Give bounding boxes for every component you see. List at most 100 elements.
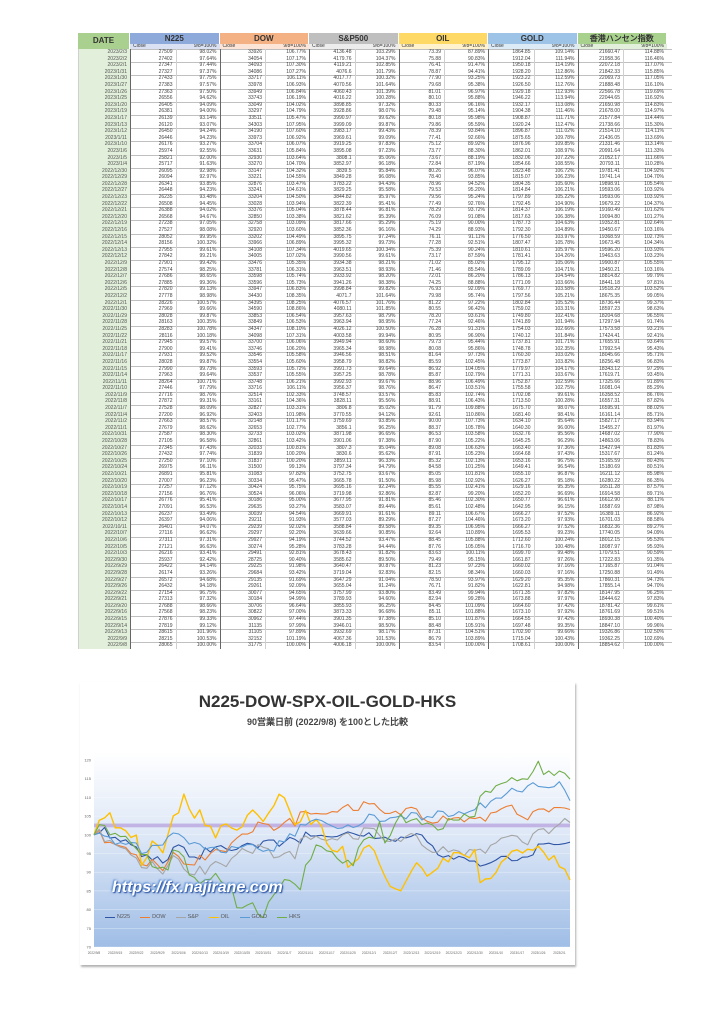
pct-cell: 100.78% (175, 325, 220, 333)
close-cell: 21514.10 (577, 128, 624, 135)
date-cell: 2022/10/24 (78, 464, 130, 471)
date-cell: 2022/10/20 (78, 477, 130, 485)
close-cell: 3821.62 (309, 213, 355, 221)
pct-cell: 103.52% (623, 286, 667, 293)
close-cell: 3678.43 (309, 550, 355, 557)
close-cell: 1810.61 (488, 246, 534, 254)
close-cell: 34395 (219, 299, 266, 307)
pct-cell: 92.46% (444, 319, 488, 326)
close-cell: 4019.65 (309, 246, 355, 254)
table-row: 2022/12/13 27955 99.61% 34108 107.34% 4019.65… (78, 246, 672, 254)
pct-cell: 94.60% (354, 596, 399, 603)
date-cell: 2022/12/16 (78, 227, 130, 234)
table-row: 2023/1/25 26556 94.62% 33743 106.19% 4016.22 1… (78, 95, 672, 102)
pct-cell: 93.07% (175, 121, 220, 129)
pct-cell: 95.24% (444, 194, 488, 201)
pct-cell: 96.81% (354, 207, 399, 214)
close-cell: 1740.12 (488, 332, 534, 340)
date-cell: 2022/12/9 (78, 260, 130, 267)
pct-cell: 87.98% (623, 503, 667, 511)
pct-cell: 108.10% (265, 325, 309, 333)
close-cell: 21958.36 (577, 55, 624, 63)
close-cell: 82.94 (398, 596, 445, 603)
close-cell: 21842.33 (577, 68, 624, 76)
pct-cell: 91.35% (623, 556, 667, 564)
header-row-groups: N225 DOW S&P500 OIL GOLD 香港ハンセン指数 (130, 33, 672, 44)
close-cell: 26556 (130, 95, 176, 102)
pct-cell: 92.02% (265, 523, 309, 531)
close-cell: 1912.04 (488, 55, 534, 63)
close-cell: 85.05 (398, 471, 445, 478)
close-cell: 27313 (130, 596, 176, 603)
close-cell: 77.90 (398, 75, 445, 82)
table-row: 2023/1/6 25974 92.55% 33631 105.84% 3895.08 97… (78, 147, 672, 155)
pct-cell: 99.12% (175, 622, 220, 630)
close-cell: 33926 (219, 49, 266, 56)
close-cell: 33476 (219, 260, 266, 267)
pct-cell: 106.43% (444, 398, 488, 406)
pct-cell: 100.00% (265, 642, 309, 650)
close-cell: 1928.20 (488, 68, 534, 76)
close-cell: 28065 (130, 642, 176, 650)
pct-cell: 88.11% (623, 497, 667, 504)
pct-cell: 80.51% (623, 464, 667, 471)
table-row: 2022/11/25 28283 100.78% 34347 108.10% 4026.1… (78, 325, 672, 333)
pct-cell: 101.64% (354, 81, 399, 89)
close-cell: 80.18 (398, 114, 445, 122)
close-cell: 25821 (130, 154, 176, 162)
date-cell: 2022/11/30 (78, 306, 130, 313)
close-cell: 1653.16 (488, 457, 534, 465)
close-cell: 4017.77 (309, 75, 355, 82)
date-header: DATE (78, 33, 130, 49)
date-cell: 2023/2/1 (78, 62, 130, 69)
pct-cell: 92.98% (175, 167, 220, 175)
pct-cell: 96.16% (444, 101, 488, 109)
close-cell: 3783.22 (309, 180, 355, 188)
pct-cell: 98.50% (354, 622, 399, 630)
pct-cell: 105.73% (265, 279, 309, 287)
pct-cell: 97.74% (175, 451, 220, 458)
pct-cell: 114.88% (623, 49, 667, 56)
pct-cell: 94.79% (354, 464, 399, 471)
close-cell: 88.48 (398, 622, 445, 630)
table-row: 2022/12/15 28052 99.95% 33202 104.49% 3895.75… (78, 233, 672, 241)
close-cell: 16832.36 (577, 523, 624, 531)
pct-cell: 102.64% (623, 220, 667, 228)
y-tick-label: 120 (84, 758, 91, 763)
close-cell: 86.79 (398, 635, 445, 643)
table-row: 2022/12/28 26341 93.85% 32876 103.47% 3783.22… (78, 180, 672, 188)
close-cell: 87.27 (398, 517, 445, 524)
pct-cell: 99.42% (175, 260, 220, 267)
close-cell: 18204.68 (577, 312, 624, 320)
pct-cell: 113.94% (533, 95, 578, 102)
close-cell: 3957.63 (309, 312, 355, 320)
pct-cell: 97.44% (175, 62, 220, 69)
legend-item: S&P (175, 914, 199, 921)
pct-cell: 101.94% (533, 319, 578, 326)
table-row: 2022/11/11 28264 100.71% 33748 106.21% 3992.9… (78, 378, 672, 386)
close-cell: 1854.66 (488, 161, 534, 168)
pct-cell: 105.84% (265, 147, 309, 155)
pct-cell: 104.34% (623, 240, 667, 247)
close-cell: 33147 (219, 167, 266, 175)
close-cell: 4060.43 (309, 88, 355, 96)
close-cell: 32653 (219, 424, 266, 432)
table-row: 2022/10/20 27007 96.23% 30334 95.47% 3665.78 9… (78, 477, 672, 485)
close-cell: 3669.91 (309, 510, 355, 518)
close-cell: 22044.65 (577, 95, 624, 102)
pct-cell: 92.24% (354, 484, 399, 491)
close-cell: 72.01 (398, 273, 445, 280)
pct-cell: 98.76% (175, 391, 220, 399)
pct-cell: 99.73% (354, 240, 399, 247)
close-cell: 3949.94 (309, 339, 355, 346)
close-cell: 1760.30 (488, 352, 534, 359)
pct-cell: 103.02% (533, 352, 578, 359)
close-cell: 19094.80 (577, 213, 624, 221)
column-group-header: GOLD (488, 33, 578, 44)
date-cell: 2022/12/20 (78, 213, 130, 221)
legend-swatch (239, 916, 250, 919)
table-row: 2023/1/17 26139 93.14% 33511 105.47% 3990.97 9… (78, 114, 672, 122)
close-cell: 22566.78 (577, 88, 624, 96)
close-cell: 28156 (130, 240, 176, 247)
close-cell: 3873.33 (309, 609, 355, 617)
